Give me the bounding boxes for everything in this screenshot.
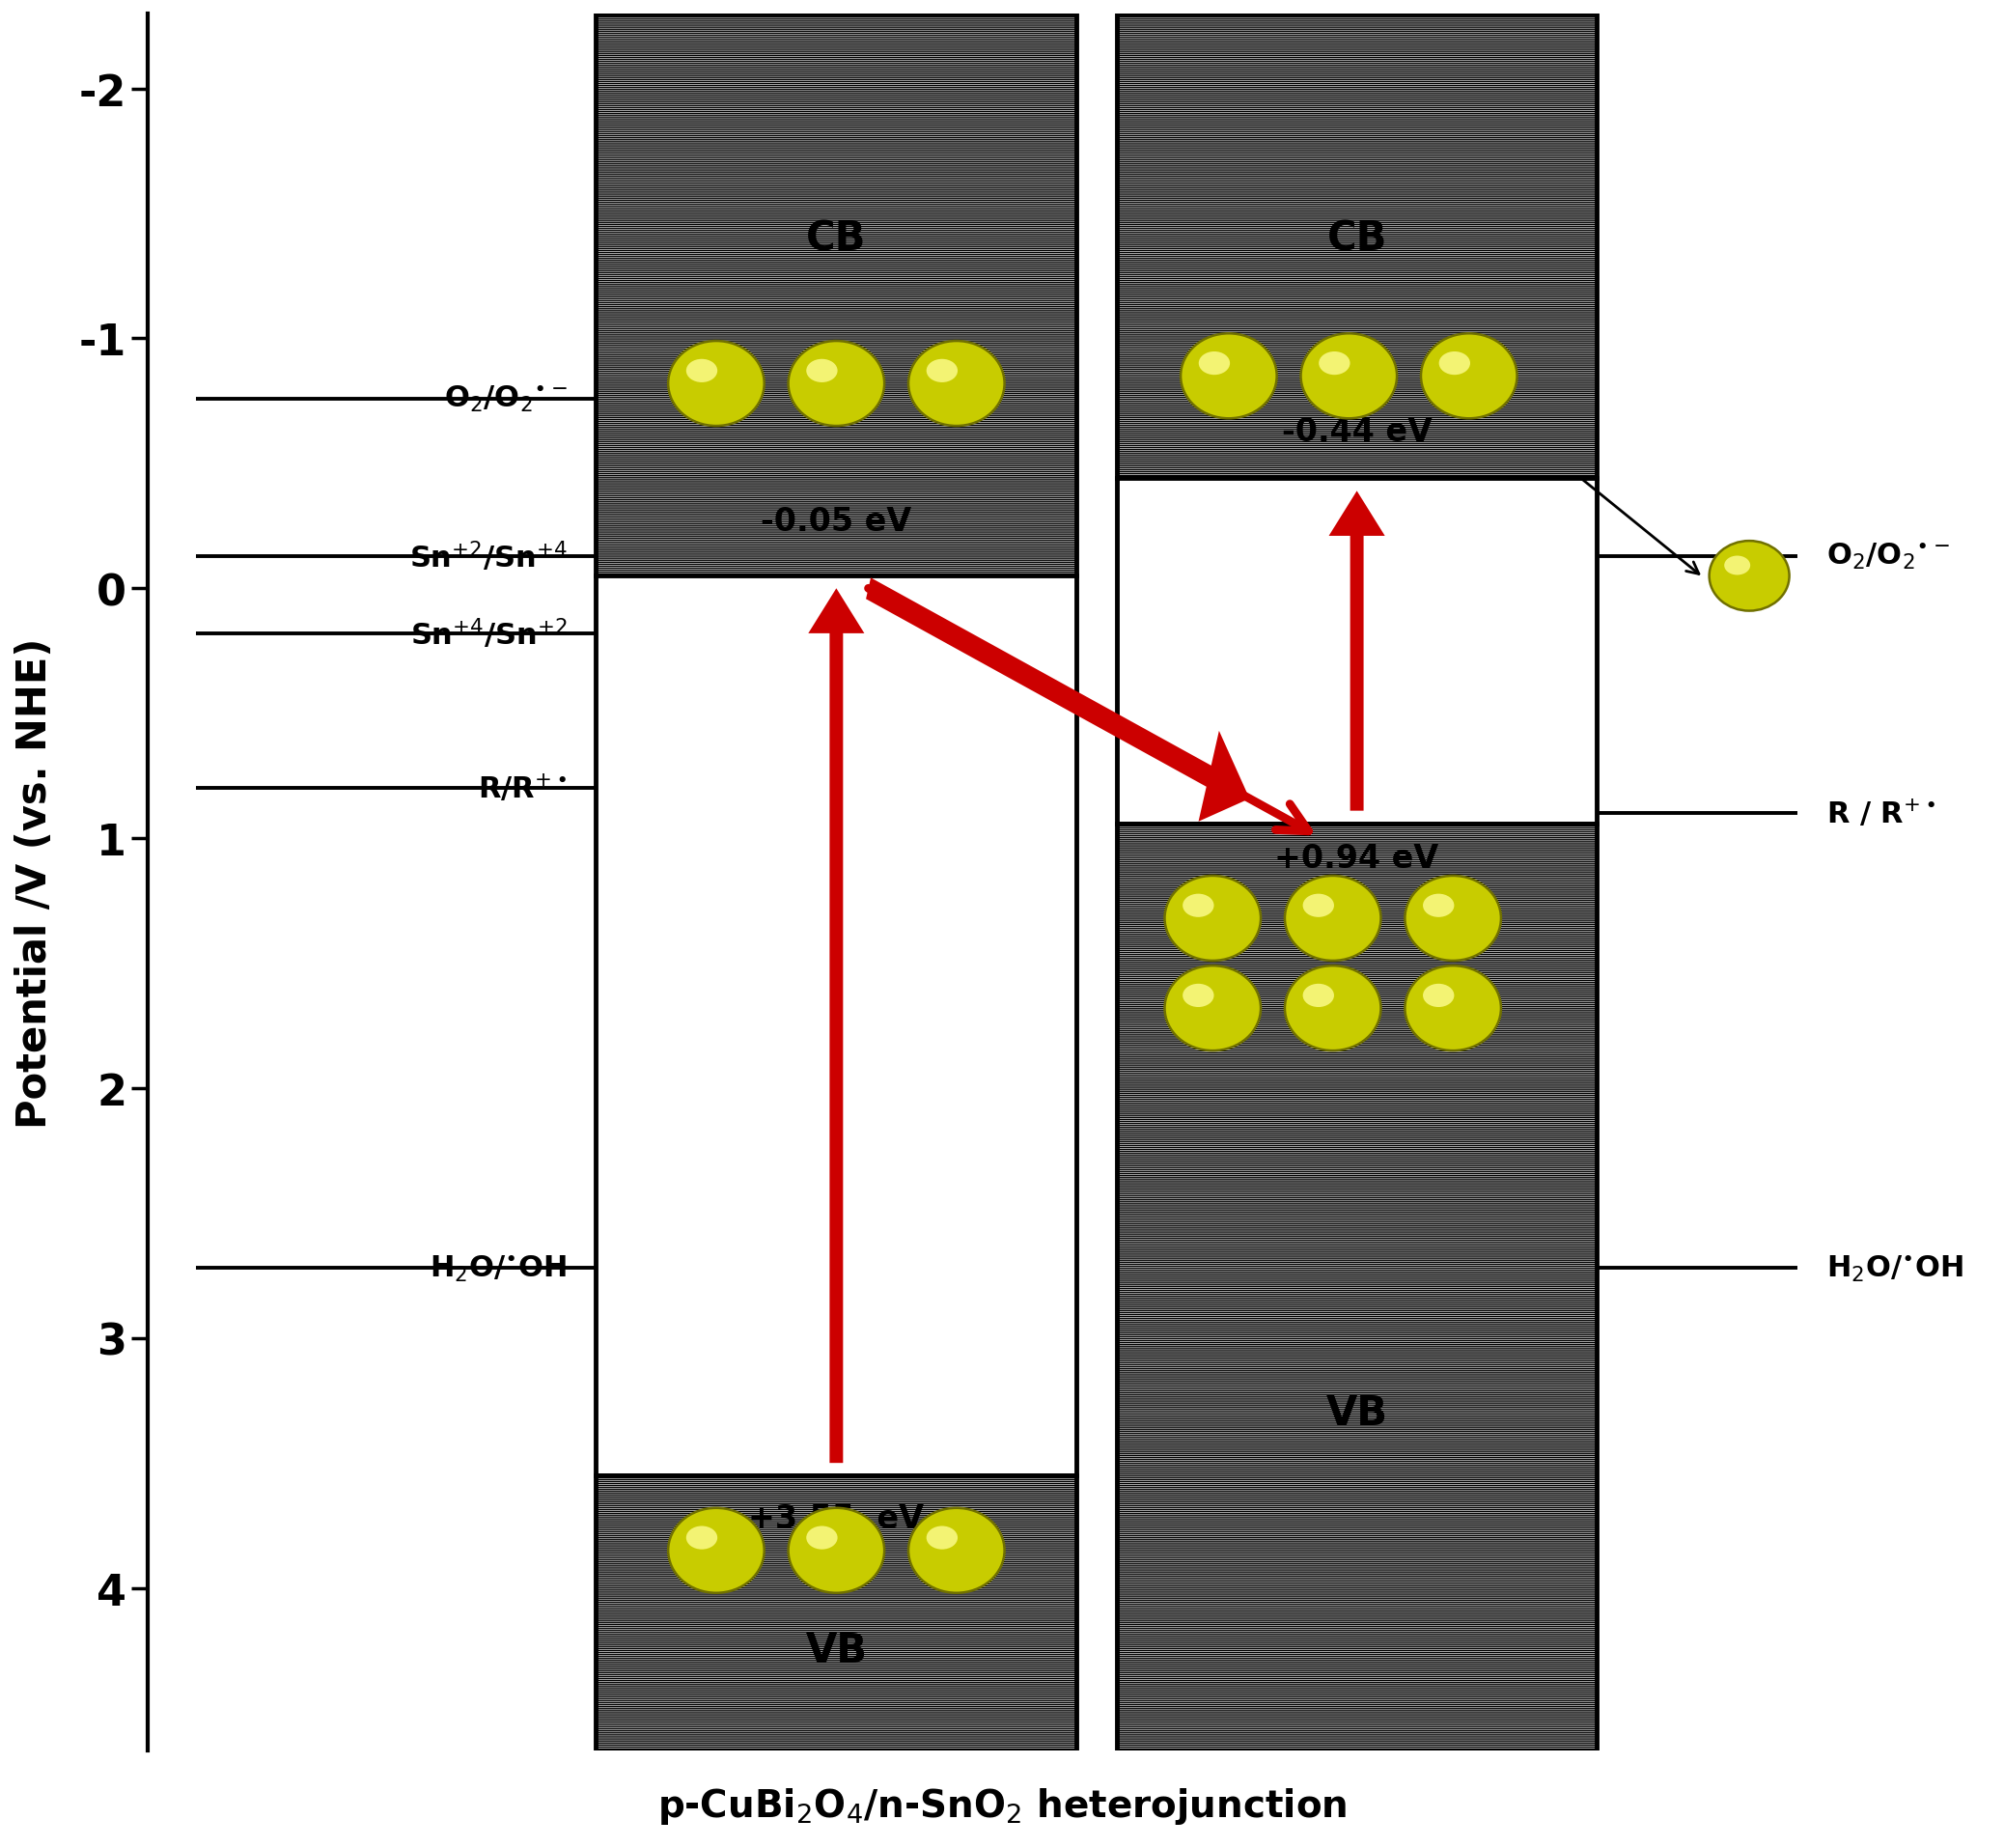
Ellipse shape [667, 1508, 764, 1593]
Text: R / R$^{+\bullet}$: R / R$^{+\bullet}$ [1826, 798, 1936, 830]
Ellipse shape [1423, 985, 1455, 1007]
Ellipse shape [1439, 353, 1471, 375]
Ellipse shape [788, 342, 884, 427]
Ellipse shape [926, 360, 958, 383]
Text: +3.55  eV: +3.55 eV [747, 1502, 924, 1534]
Text: +0.94 eV: +0.94 eV [1275, 843, 1439, 874]
Ellipse shape [926, 1526, 958, 1549]
Ellipse shape [1285, 967, 1381, 1052]
Text: Sn$^{+2}$/Sn$^{+4}$: Sn$^{+2}$/Sn$^{+4}$ [409, 540, 567, 573]
Ellipse shape [806, 1526, 838, 1549]
Ellipse shape [1182, 894, 1214, 918]
Text: O$_2$/O$_2$$^{\bullet-}$: O$_2$/O$_2$$^{\bullet-}$ [1826, 541, 1950, 571]
Text: p-CuBi$_2$O$_4$/n-SnO$_2$ heterojunction: p-CuBi$_2$O$_4$/n-SnO$_2$ heterojunction [657, 1785, 1347, 1826]
Text: -0.05 eV: -0.05 eV [762, 506, 912, 538]
Ellipse shape [1723, 556, 1749, 575]
Text: O$_2$/O$_2$$^{\bullet-}$: O$_2$/O$_2$$^{\bullet-}$ [443, 384, 567, 414]
Ellipse shape [908, 342, 1004, 427]
Bar [1116, 479, 1597, 824]
Ellipse shape [1303, 985, 1335, 1007]
Bar [595, 1475, 1076, 1750]
Ellipse shape [1423, 894, 1455, 918]
Text: H$_2$O/$^{\bullet}$OH: H$_2$O/$^{\bullet}$OH [429, 1253, 567, 1283]
FancyArrow shape [866, 578, 1250, 822]
Text: R/R$^{+\bullet}$: R/R$^{+\bullet}$ [479, 772, 567, 804]
Ellipse shape [1180, 334, 1277, 419]
Ellipse shape [806, 360, 838, 383]
Ellipse shape [1164, 876, 1261, 961]
Ellipse shape [1198, 353, 1230, 375]
Ellipse shape [1182, 985, 1214, 1007]
Ellipse shape [667, 342, 764, 427]
Bar [1116, 15, 1597, 479]
Text: -0.44 eV: -0.44 eV [1283, 416, 1433, 447]
Text: CB: CB [806, 220, 866, 259]
Text: CB: CB [1327, 220, 1387, 259]
Ellipse shape [685, 1526, 717, 1549]
Text: H$_2$O/$^{\bullet}$OH: H$_2$O/$^{\bullet}$OH [1826, 1253, 1964, 1283]
Ellipse shape [788, 1508, 884, 1593]
Ellipse shape [908, 1508, 1004, 1593]
Bar [595, 577, 1076, 1475]
Ellipse shape [1285, 876, 1381, 961]
Text: VB: VB [806, 1630, 868, 1671]
Y-axis label: Potential /V (vs. NHE): Potential /V (vs. NHE) [14, 638, 54, 1127]
Ellipse shape [1301, 334, 1397, 419]
Text: VB: VB [1327, 1393, 1387, 1434]
Ellipse shape [1303, 894, 1335, 918]
Ellipse shape [1319, 353, 1351, 375]
Ellipse shape [1421, 334, 1517, 419]
Ellipse shape [1709, 541, 1790, 612]
Bar [1116, 824, 1597, 1750]
Ellipse shape [1405, 876, 1501, 961]
Ellipse shape [685, 360, 717, 383]
Text: Sn$^{+4}$/Sn$^{+2}$: Sn$^{+4}$/Sn$^{+2}$ [411, 617, 567, 650]
Ellipse shape [1405, 967, 1501, 1052]
FancyArrow shape [808, 590, 864, 1464]
Ellipse shape [1164, 967, 1261, 1052]
FancyArrow shape [1329, 492, 1385, 811]
Bar [595, 15, 1076, 577]
